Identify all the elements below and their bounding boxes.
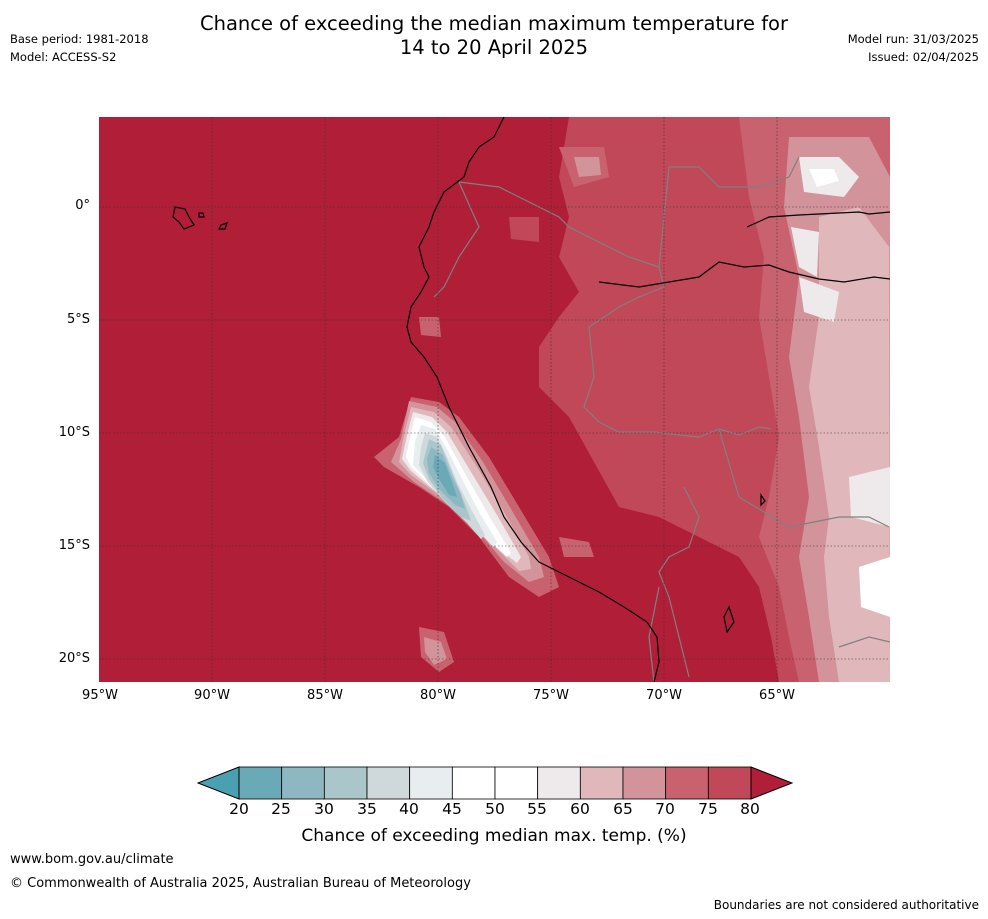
chart-title: Chance of exceeding the median maximum t… (0, 12, 988, 60)
lat-label-10s: 10°S (58, 425, 90, 440)
issued-date: Issued: 02/04/2025 (868, 50, 979, 64)
meta-right: Model run: 31/03/2025 Issued: 02/04/2025 (848, 30, 979, 66)
colorbar-tick-55: 55 (527, 800, 547, 818)
colorbar-cell (579, 766, 624, 800)
model-name: Model: ACCESS-S2 (10, 50, 117, 64)
map-panel (99, 117, 890, 682)
anomaly-peru-coast (374, 317, 594, 672)
colorbar-cell (537, 766, 581, 800)
title-line-1: Chance of exceeding the median maximum t… (199, 12, 789, 35)
colorbar-tick-40: 40 (399, 800, 419, 818)
lon-label-80w: 80°W (420, 688, 456, 703)
lon-label-75w: 75°W (533, 688, 569, 703)
colorbar-cell (238, 766, 283, 800)
boundaries-disclaimer: Boundaries are not considered authoritat… (713, 898, 979, 912)
lon-label-70w: 70°W (646, 688, 682, 703)
colorbar-tick-20: 20 (229, 800, 249, 818)
lat-label-5s: 5°S (66, 312, 90, 327)
base-period: Base period: 1981-2018 (10, 32, 149, 46)
website-link[interactable]: www.bom.gov.au/climate (10, 852, 174, 867)
lon-label-95w: 95°W (82, 688, 118, 703)
colorbar-tick-25: 25 (271, 800, 291, 818)
colorbar-tick-80: 80 (740, 800, 760, 818)
colorbar-over-triangle (750, 766, 794, 800)
colorbar-cell (665, 766, 709, 800)
lon-label-85w: 85°W (307, 688, 343, 703)
colorbar-cell (451, 766, 496, 800)
lon-label-65w: 65°W (759, 688, 795, 703)
model-run: Model run: 31/03/2025 (847, 32, 979, 46)
colorbar-tick-45: 45 (442, 800, 462, 818)
colorbar-cell (323, 766, 368, 800)
colorbar-label: Chance of exceeding median max. temp. (%… (301, 826, 687, 846)
colorbar-tick-65: 65 (613, 800, 633, 818)
colorbar-cell (622, 766, 667, 800)
colorbar-tick-70: 70 (655, 800, 675, 818)
lat-label-0: 0° (75, 198, 90, 213)
colorbar-tick-60: 60 (570, 800, 590, 818)
lat-label-20s: 20°S (58, 651, 90, 666)
colorbar-cell (707, 766, 752, 800)
meta-left: Base period: 1981-2018 Model: ACCESS-S2 (10, 30, 149, 66)
colorbar-tick-75: 75 (698, 800, 718, 818)
lat-label-15s: 15°S (58, 538, 90, 553)
colorbar-cell (409, 766, 453, 800)
gridlines (99, 117, 890, 682)
colorbar-tick-30: 30 (314, 800, 334, 818)
lon-label-90w: 90°W (194, 688, 230, 703)
colorbar-tick-50: 50 (485, 800, 505, 818)
title-line-2: 14 to 20 April 2025 (399, 36, 589, 59)
colorbar-tick-35: 35 (357, 800, 377, 818)
colorbar-cell (281, 766, 325, 800)
colorbar (196, 766, 794, 800)
country-borders (433, 156, 890, 682)
copyright-notice: © Commonwealth of Australia 2025, Austra… (10, 876, 471, 891)
colorbar-cell (494, 766, 539, 800)
colorbar-under-triangle (196, 766, 240, 800)
colorbar-cell (366, 766, 411, 800)
